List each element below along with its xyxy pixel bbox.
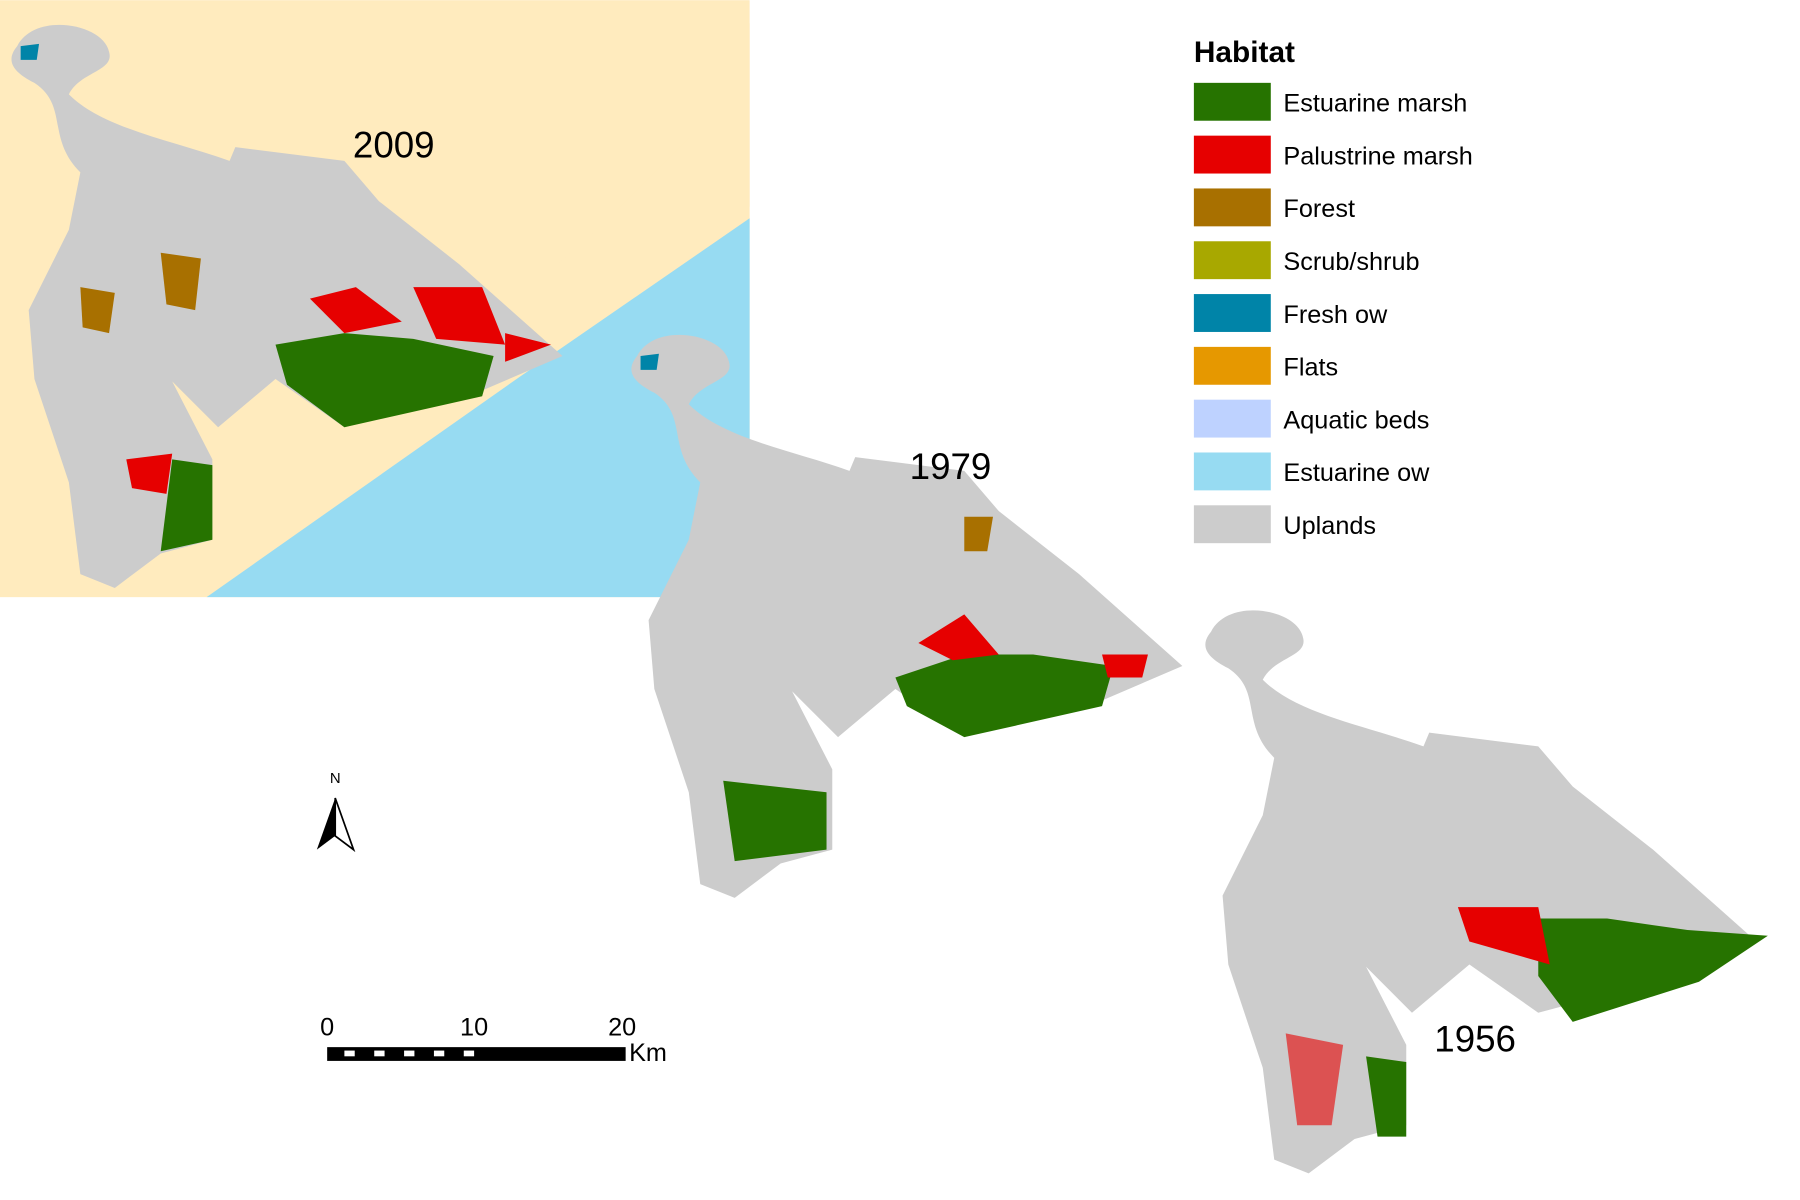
- legend-swatch: [1193, 346, 1271, 385]
- scale-label: 0: [320, 1014, 334, 1042]
- map-1979: [631, 334, 1183, 898]
- north-arrow: [316, 798, 336, 850]
- legend: Estuarine marsh Palustrine marsh Forest Scr…: [1193, 82, 1473, 544]
- map-2009: [11, 24, 563, 588]
- legend-swatch: [1193, 505, 1271, 544]
- legend-label: Uplands: [1283, 512, 1376, 540]
- legend-swatch: [1193, 241, 1271, 280]
- legend-swatch: [1193, 452, 1271, 491]
- scale-label: 10: [460, 1014, 488, 1042]
- legend-label: Fresh ow: [1283, 301, 1388, 329]
- legend-swatch: [1193, 399, 1271, 438]
- legend-title: Habitat: [1194, 36, 1295, 69]
- legend-label: Forest: [1283, 195, 1355, 223]
- legend-swatch: [1193, 135, 1271, 174]
- legend-label: Scrub/shrub: [1283, 248, 1419, 276]
- legend-swatch: [1193, 294, 1271, 332]
- year-label: 1956: [1434, 1019, 1516, 1060]
- legend-label: Estuarine ow: [1283, 459, 1430, 487]
- north-arrow: [334, 797, 356, 853]
- ocean: [206, 218, 750, 598]
- legend-label: Estuarine marsh: [1283, 90, 1467, 118]
- legend-swatch: [1193, 188, 1271, 227]
- legend-label: Flats: [1283, 354, 1338, 382]
- legend-label: Palustrine marsh: [1283, 142, 1472, 170]
- north-label: N: [330, 770, 341, 787]
- map-1956: [1205, 610, 1768, 1174]
- legend-swatch: [1193, 82, 1271, 121]
- legend-label: Aquatic beds: [1283, 406, 1429, 434]
- coast: [505, 23, 750, 345]
- scale-bar: [327, 1047, 626, 1061]
- scale-label: 20: [608, 1014, 636, 1042]
- year-label: 1979: [910, 446, 992, 487]
- scale-unit: Km: [629, 1039, 667, 1067]
- year-label: 2009: [353, 124, 435, 165]
